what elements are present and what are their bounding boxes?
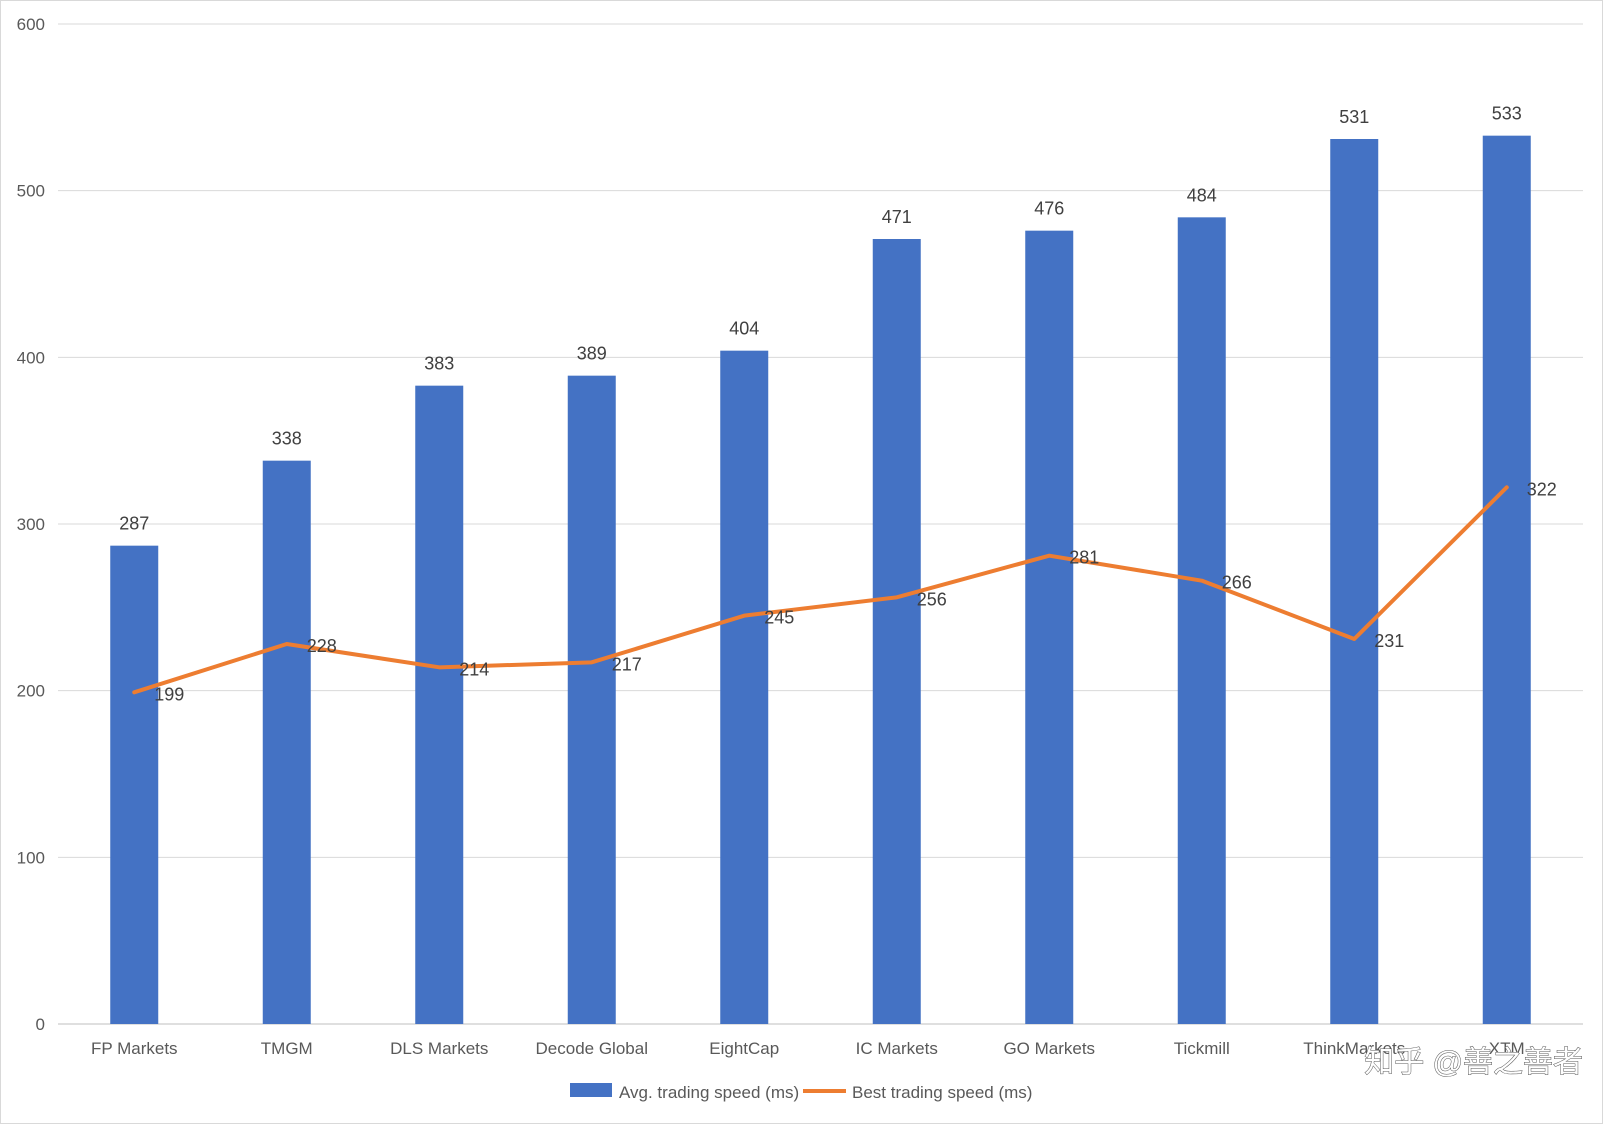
line-data-label: 322	[1527, 479, 1557, 499]
x-category-label: Decode Global	[536, 1039, 648, 1058]
x-axis-category-labels: FP Markets TMGM DLS Markets Decode Global Ei…	[91, 1039, 1525, 1058]
gridlines	[58, 23, 1583, 1025]
legend-swatch-avg	[570, 1083, 612, 1097]
bar-data-label: 476	[1034, 199, 1064, 219]
line-data-labels: 199 228 214 217 245 256 281 266 231 322	[154, 479, 1557, 704]
x-category-label: XTM	[1489, 1039, 1525, 1058]
bar	[1482, 135, 1531, 1024]
line-data-label: 266	[1222, 573, 1252, 593]
bar-data-label: 471	[882, 207, 912, 227]
line-data-label: 245	[764, 608, 794, 628]
y-tick-label: 300	[17, 515, 45, 534]
line-data-label: 281	[1069, 548, 1099, 568]
line-data-label: 228	[307, 636, 337, 656]
bar-data-label: 533	[1492, 104, 1522, 124]
bar	[872, 239, 921, 1024]
bar-data-label: 389	[577, 344, 607, 364]
bar-data-labels: 287 338 383 389 404 471 476 484 531 533	[119, 104, 1522, 534]
bar-data-label: 338	[272, 429, 302, 449]
y-axis-tick-labels: 0 100 200 300 400 500 600	[17, 15, 45, 1034]
line-series	[132, 485, 1509, 695]
legend-label-avg: Avg. trading speed (ms)	[619, 1083, 799, 1102]
legend: Avg. trading speed (ms) Best trading spe…	[570, 1083, 1032, 1102]
bar	[415, 385, 464, 1025]
y-tick-label: 400	[17, 348, 45, 367]
bar-data-label: 484	[1187, 185, 1217, 205]
line-data-label: 199	[154, 684, 184, 704]
x-category-label: TMGM	[261, 1039, 313, 1058]
bar	[1177, 217, 1226, 1025]
line-data-label: 256	[917, 589, 947, 609]
y-tick-label: 100	[17, 848, 45, 867]
bar-data-label: 404	[729, 319, 759, 339]
x-category-label: ThinkMarkets	[1303, 1039, 1405, 1058]
bar-data-label: 287	[119, 514, 149, 534]
bar-series	[110, 135, 1531, 1025]
line-data-label: 231	[1374, 631, 1404, 651]
bar-data-label: 531	[1339, 107, 1369, 127]
bar	[1025, 230, 1074, 1024]
bar	[720, 350, 769, 1025]
y-tick-label: 200	[17, 682, 45, 701]
x-category-label: FP Markets	[91, 1039, 178, 1058]
bar-data-label: 383	[424, 354, 454, 374]
y-tick-label: 0	[36, 1015, 45, 1034]
x-category-label: EightCap	[709, 1039, 779, 1058]
line-series-path	[132, 485, 1509, 695]
legend-label-best: Best trading speed (ms)	[852, 1083, 1032, 1102]
bar	[262, 460, 311, 1025]
y-tick-label: 600	[17, 15, 45, 34]
bar	[567, 375, 616, 1025]
x-category-label: Tickmill	[1174, 1039, 1230, 1058]
x-category-label: DLS Markets	[390, 1039, 488, 1058]
y-tick-label: 500	[17, 182, 45, 201]
bar	[1330, 139, 1379, 1024]
line-data-label: 217	[612, 654, 642, 674]
bar	[110, 545, 159, 1024]
x-category-label: GO Markets	[1003, 1039, 1095, 1058]
watermark-text: 知乎 @善之善者	[1364, 1046, 1583, 1079]
line-data-label: 214	[459, 659, 489, 679]
x-category-label: IC Markets	[856, 1039, 938, 1058]
